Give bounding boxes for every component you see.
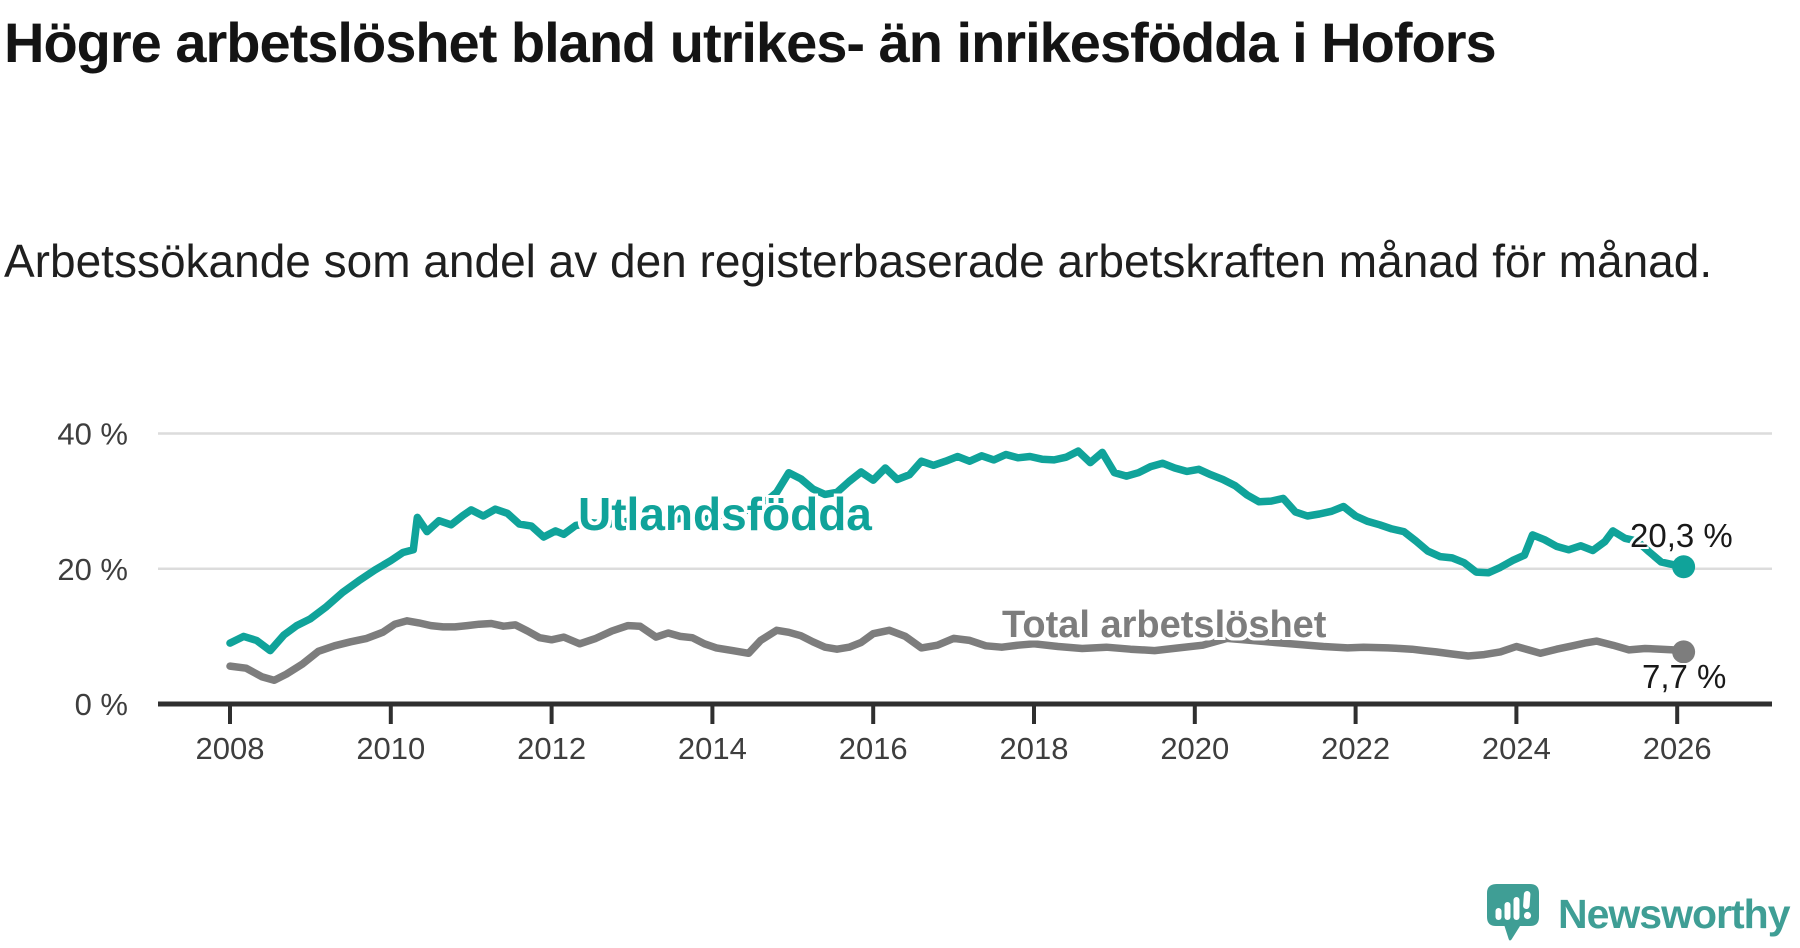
x-axis-label-2008: 2008: [196, 731, 265, 766]
newsworthy-logo-icon: [1487, 884, 1539, 941]
end-value-label-utlandsfodda: 20,3 %: [1630, 517, 1733, 554]
y-axis-label-40: 40 %: [57, 417, 128, 452]
newsworthy-logo: Newsworthy: [1487, 884, 1790, 944]
x-axis-label-2026: 2026: [1643, 731, 1712, 766]
x-axis-label-2024: 2024: [1482, 731, 1551, 766]
series-line-total-arbetsl-shet: [226, 617, 1688, 685]
series-label-utlandsfodda: Utlandsfödda: [578, 488, 872, 540]
x-axis-label-2012: 2012: [517, 731, 586, 766]
series-end-dot-utlandsf-dda: [1672, 555, 1696, 579]
newsworthy-logo-text: Newsworthy: [1558, 891, 1790, 937]
x-axis-label-2010: 2010: [356, 731, 425, 766]
x-axis-label-2020: 2020: [1160, 731, 1229, 766]
x-axis-label-2018: 2018: [1000, 731, 1069, 766]
unemployment-line-chart: 0 % 20 % 40 % 2008 2010 2012 2014 2016 2018 2020 2…: [0, 360, 1800, 840]
y-axis-label-20: 20 %: [57, 552, 128, 587]
series-line-utlandsf-dda: [226, 447, 1688, 655]
y-axis-label-0: 0 %: [75, 687, 128, 722]
end-value-label-total: 7,7 %: [1642, 658, 1727, 695]
chart-canvas: 0 % 20 % 40 % 2008 2010 2012 2014 2016 2018 2020 2…: [57, 417, 1772, 766]
page-title: Högre arbetslöshet bland utrikes- än inr…: [4, 11, 1497, 74]
series-label-total-arbetsloshet: Total arbetslöshet: [1002, 604, 1327, 646]
x-axis-label-2016: 2016: [839, 731, 908, 766]
x-axis-label-2022: 2022: [1321, 731, 1390, 766]
x-axis-label-2014: 2014: [678, 731, 747, 766]
chart-subtitle: Arbetssökande som andel av den registerb…: [4, 235, 1713, 287]
series-end-dot-total-arbetsl-shet: [1672, 640, 1696, 664]
